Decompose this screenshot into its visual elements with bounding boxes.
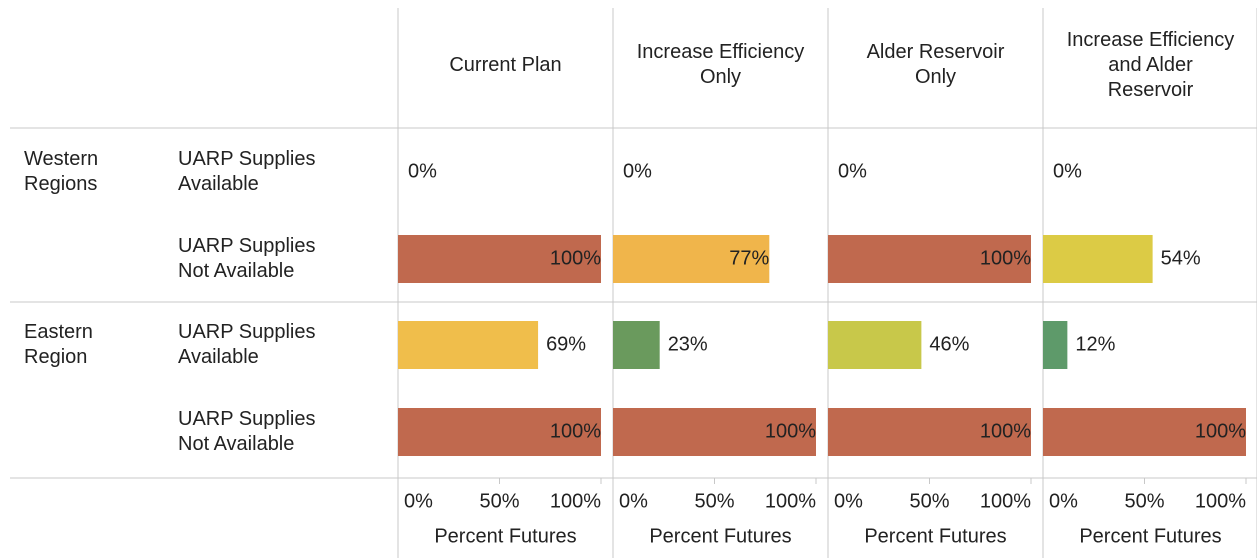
- bar: [398, 235, 601, 283]
- value-label: 100%: [1195, 420, 1246, 442]
- row-label: UARP Supplies Not Available: [178, 235, 316, 282]
- value-label: 0%: [1053, 160, 1082, 182]
- column-header: Current Plan: [449, 53, 562, 76]
- x-tick-label: 50%: [1124, 490, 1164, 512]
- value-label: 46%: [929, 333, 969, 355]
- x-tick-label: 50%: [479, 490, 519, 512]
- x-axis-label: Percent Futures: [864, 525, 1006, 547]
- x-tick-label: 0%: [1049, 490, 1078, 512]
- bar: [398, 408, 601, 456]
- column-header: Alder Reservoir Only: [866, 41, 1005, 88]
- row-label: UARP Supplies Available: [178, 321, 316, 368]
- value-label: 100%: [980, 420, 1031, 442]
- x-tick-label: 0%: [834, 490, 863, 512]
- x-tick-label: 0%: [404, 490, 433, 512]
- column-header: Increase Efficiency Only: [636, 41, 805, 88]
- value-label: 100%: [980, 247, 1031, 269]
- x-axis-label: Percent Futures: [434, 525, 576, 547]
- bar: [1043, 408, 1246, 456]
- x-axis-label: Percent Futures: [649, 525, 791, 547]
- value-label: 100%: [550, 247, 601, 269]
- value-label: 0%: [408, 160, 437, 182]
- value-label: 54%: [1161, 247, 1201, 269]
- bar: [398, 321, 539, 369]
- row-label: UARP Supplies Available: [178, 148, 316, 195]
- x-axis-label: Percent Futures: [1079, 525, 1221, 547]
- x-tick-label: 50%: [694, 490, 734, 512]
- bar: [828, 235, 1031, 283]
- x-tick-label: 50%: [909, 490, 949, 512]
- value-label: 100%: [765, 420, 816, 442]
- bar: [828, 321, 922, 369]
- value-label: 12%: [1075, 333, 1115, 355]
- value-label: 69%: [546, 333, 586, 355]
- bar: [613, 321, 660, 369]
- value-label: 100%: [550, 420, 601, 442]
- row-label: UARP Supplies Not Available: [178, 408, 316, 455]
- x-tick-label: 0%: [619, 490, 648, 512]
- x-tick-label: 100%: [765, 490, 816, 512]
- x-tick-label: 100%: [1195, 490, 1246, 512]
- region-label: Eastern Region: [24, 321, 93, 368]
- bar: [613, 408, 816, 456]
- column-header: Increase Efficiency and Alder Reservoir: [1066, 28, 1235, 101]
- bar: [828, 408, 1031, 456]
- x-tick-label: 100%: [980, 490, 1031, 512]
- bar: [1043, 321, 1068, 369]
- region-label: Western Regions: [24, 148, 99, 195]
- value-label: 0%: [623, 160, 652, 182]
- value-label: 77%: [729, 247, 769, 269]
- value-label: 0%: [838, 160, 867, 182]
- x-tick-label: 100%: [550, 490, 601, 512]
- value-label: 23%: [668, 333, 708, 355]
- bar: [613, 235, 770, 283]
- bar: [1043, 235, 1153, 283]
